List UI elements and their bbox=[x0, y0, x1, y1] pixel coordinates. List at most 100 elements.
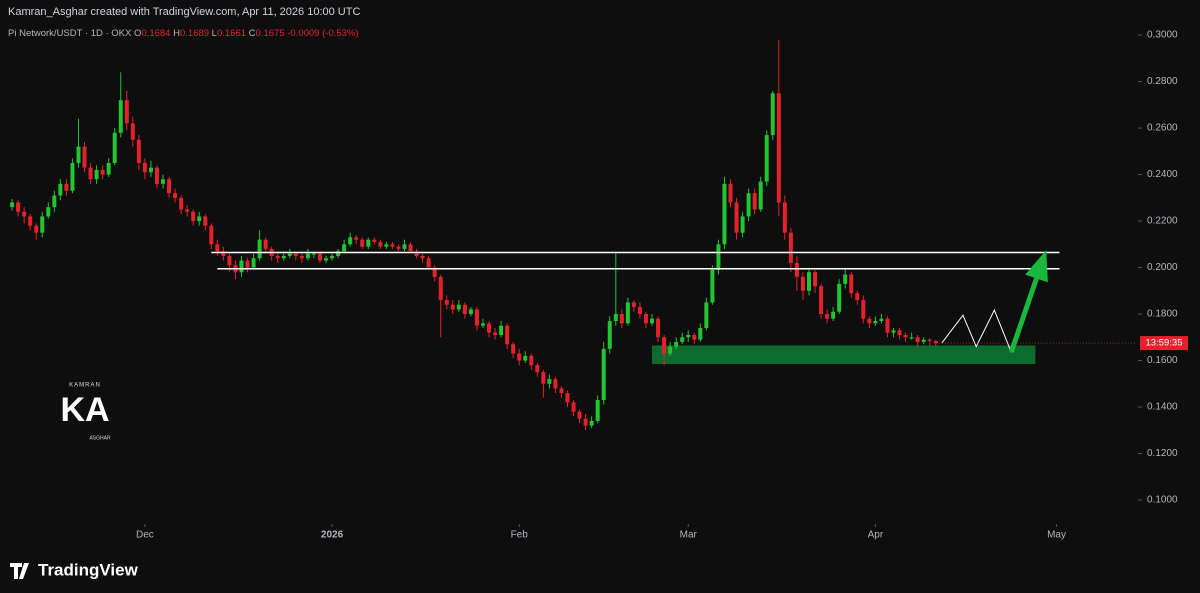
candle-body bbox=[800, 276, 805, 291]
y-tick-label: 0.1000 bbox=[1147, 495, 1178, 506]
candle-body bbox=[637, 307, 642, 315]
candle-body bbox=[70, 162, 75, 191]
candle-body bbox=[185, 209, 190, 212]
candle-body bbox=[764, 135, 769, 182]
candle-body bbox=[837, 283, 842, 312]
candle-body bbox=[197, 216, 202, 222]
candle-body bbox=[909, 337, 914, 339]
candle-body bbox=[595, 400, 600, 421]
watermark-mark: KA bbox=[60, 391, 109, 429]
candle-body bbox=[734, 202, 739, 233]
y-tick-label: 0.2800 bbox=[1147, 76, 1178, 87]
candle-body bbox=[215, 244, 220, 252]
candle-body bbox=[257, 239, 262, 259]
candle-body bbox=[686, 334, 691, 338]
candle-body bbox=[529, 355, 534, 366]
candle-body bbox=[414, 251, 419, 256]
candle-body bbox=[28, 216, 33, 226]
candle-body bbox=[915, 337, 920, 342]
legend: Pi Network/USDT · 1D · OKX O0.1684 H0.16… bbox=[8, 28, 359, 39]
o-value: 0.1684 bbox=[141, 28, 171, 39]
y-tick-label: 0.1800 bbox=[1147, 309, 1178, 320]
candle-body bbox=[607, 321, 612, 349]
candle-body bbox=[372, 239, 377, 242]
candle-body bbox=[547, 379, 552, 384]
y-tick-label: 0.1600 bbox=[1147, 355, 1178, 366]
candle-body bbox=[873, 321, 878, 324]
candle-body bbox=[239, 260, 244, 273]
candle-body bbox=[589, 420, 594, 426]
change: -0.0009 bbox=[287, 28, 320, 39]
h-label: H bbox=[173, 28, 180, 39]
candle-body bbox=[118, 100, 123, 133]
candle-body bbox=[179, 197, 184, 210]
y-tick-label: 0.1400 bbox=[1147, 402, 1178, 413]
credit: Kamran_Asghar created with TradingView.c… bbox=[8, 6, 361, 18]
y-tick-label: 0.2000 bbox=[1147, 262, 1178, 273]
candle-body bbox=[650, 318, 655, 324]
candle-body bbox=[148, 167, 153, 173]
candle-body bbox=[46, 207, 51, 217]
candle-body bbox=[891, 330, 896, 333]
brand: TradingView bbox=[38, 560, 139, 579]
candle-body bbox=[438, 276, 443, 301]
candle-body bbox=[450, 304, 455, 310]
candle-body bbox=[384, 244, 389, 247]
candle-body bbox=[662, 337, 667, 354]
candle-body bbox=[668, 346, 673, 354]
candle-body bbox=[746, 193, 751, 217]
candle-body bbox=[390, 244, 395, 247]
candle-body bbox=[559, 388, 564, 394]
candle-body bbox=[722, 183, 727, 245]
candle-body bbox=[106, 162, 111, 175]
candle-body bbox=[245, 260, 250, 268]
candle-body bbox=[444, 300, 449, 305]
candle-body bbox=[903, 334, 908, 338]
c-value: 0.1675 bbox=[255, 28, 285, 39]
candle-body bbox=[299, 255, 304, 259]
candle-body bbox=[161, 179, 166, 184]
candle-body bbox=[281, 255, 286, 259]
candle-body bbox=[698, 327, 703, 340]
candle-body bbox=[855, 293, 860, 301]
candle-body bbox=[583, 418, 588, 426]
candle-body bbox=[541, 372, 546, 384]
candle-body bbox=[480, 323, 485, 326]
candle-body bbox=[601, 348, 606, 401]
candle-body bbox=[613, 314, 618, 322]
candle-body bbox=[861, 300, 866, 319]
candle-body bbox=[776, 93, 781, 203]
x-tick-label: Mar bbox=[680, 530, 698, 541]
candle-body bbox=[716, 244, 721, 270]
x-tick-label: Dec bbox=[136, 530, 154, 541]
y-tick-label: 0.1200 bbox=[1147, 448, 1178, 459]
candle-body bbox=[402, 244, 407, 249]
candle-body bbox=[130, 123, 135, 140]
x-tick-label: Feb bbox=[511, 530, 529, 541]
support-zone bbox=[652, 345, 1036, 365]
candle-body bbox=[317, 253, 322, 261]
candle-body bbox=[474, 309, 479, 326]
candle-body bbox=[468, 309, 473, 315]
candle-body bbox=[293, 253, 298, 256]
arrow-head bbox=[1025, 250, 1048, 283]
candle-body bbox=[209, 225, 214, 245]
candle-body bbox=[849, 274, 854, 294]
candle-body bbox=[167, 179, 172, 194]
candle-body bbox=[203, 216, 208, 226]
candle-body bbox=[752, 193, 757, 210]
candle-body bbox=[305, 253, 310, 259]
candle-body bbox=[656, 318, 661, 338]
candle-body bbox=[154, 167, 159, 184]
candle-body bbox=[806, 272, 811, 291]
candle-body bbox=[680, 337, 685, 342]
candle-body bbox=[34, 225, 39, 233]
h-value: 0.1689 bbox=[179, 28, 210, 39]
candle-body bbox=[758, 181, 763, 210]
candle-body bbox=[348, 237, 353, 245]
candle-body bbox=[76, 146, 81, 163]
x-tick-label: May bbox=[1047, 530, 1066, 541]
candle-body bbox=[897, 330, 902, 335]
candle-body bbox=[577, 411, 582, 419]
watermark-top: KAMRAN bbox=[69, 383, 101, 389]
